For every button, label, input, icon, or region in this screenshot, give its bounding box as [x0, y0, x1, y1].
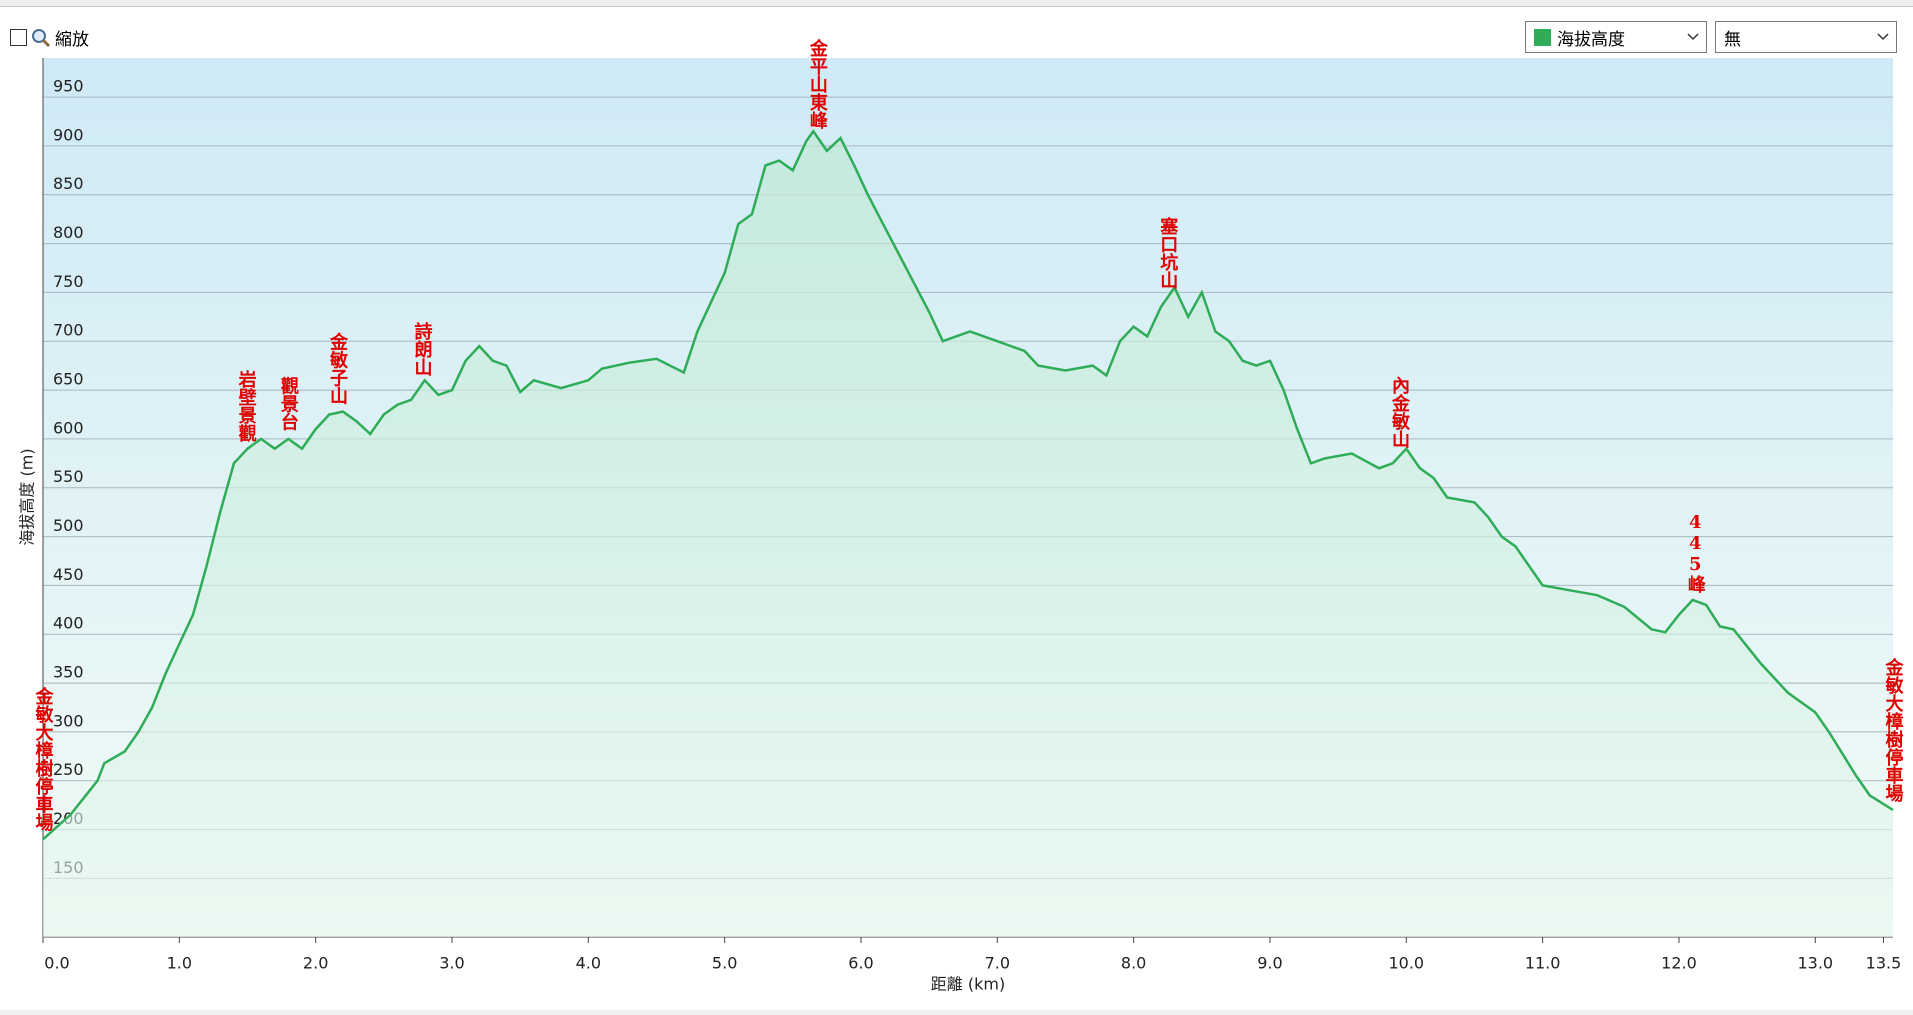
- y-axis-title: 海拔高度 (m): [18, 448, 37, 545]
- annotation: 金敏子山: [327, 332, 349, 406]
- magnifier-icon: [32, 28, 51, 47]
- x-tick-label: 6.0: [848, 954, 873, 973]
- x-tick-label: 8.0: [1121, 954, 1146, 973]
- x-tick-label: 4.0: [576, 954, 601, 973]
- y-tick-label: 350: [53, 663, 84, 682]
- annotation: 塞口坑山: [1157, 216, 1178, 290]
- annotation: 詩朗山: [411, 321, 432, 377]
- annotation: 岩壁景觀: [236, 369, 258, 443]
- y-tick-label: 550: [53, 467, 84, 486]
- y-tick-label: 900: [53, 125, 84, 144]
- annotation: 觀景台: [278, 377, 299, 432]
- x-tick-label: 7.0: [985, 954, 1010, 973]
- annotation: 金平山東峰: [807, 38, 829, 130]
- annotation: 金敏大樟樹停車場: [33, 686, 55, 832]
- zoom-toggle[interactable]: 縮放: [10, 25, 89, 50]
- y-tick-label: 600: [53, 418, 84, 437]
- checkbox[interactable]: [10, 29, 27, 46]
- x-tick-label: 13.0: [1797, 954, 1833, 973]
- series-swatch: [1534, 28, 1551, 46]
- annotation: 445峰: [1685, 512, 1706, 594]
- x-tick-label: 10.0: [1388, 954, 1424, 973]
- line: [42, 129, 1894, 841]
- x-axis-title: 距離 (km): [931, 975, 1005, 994]
- dropdown-arrow: [1687, 33, 1699, 41]
- annotation: 內金敏山: [1389, 376, 1411, 449]
- y-tick-label: 300: [53, 711, 84, 730]
- y-tick-label: 950: [53, 77, 84, 96]
- y-tick-label: 800: [53, 223, 84, 242]
- annotation: 金敏大樟樹停車場: [1883, 657, 1905, 803]
- x-tick-label: 12.0: [1661, 954, 1697, 973]
- overlay-select[interactable]: 無: [1715, 21, 1897, 53]
- x-tick-label: 5.0: [712, 954, 737, 973]
- series-name: 海拔高度: [1557, 29, 1625, 50]
- series-select[interactable]: 海拔高度: [1525, 21, 1707, 53]
- chart: 海拔高度 (m) 距離 (km) 15020025030035040045050…: [18, 38, 1905, 994]
- y-tick-label: 700: [53, 321, 84, 340]
- y-tick-label: 400: [53, 614, 84, 633]
- x-tick-label: 0.0: [44, 954, 69, 973]
- x-tick-label: 3.0: [439, 954, 464, 973]
- x-tick-label: 13.5: [1866, 954, 1902, 973]
- zoom-label: 縮放: [55, 30, 89, 50]
- y-tick-label: 500: [53, 516, 84, 535]
- x-tick-label: 1.0: [167, 954, 192, 973]
- y-tick-label: 750: [53, 272, 84, 291]
- y-tick-label: 250: [53, 760, 84, 779]
- x-tick-label: 11.0: [1525, 954, 1561, 973]
- panel: 縮放 海拔高度 無 海拔高度 (m) 距離 (km) 1502002503003…: [0, 6, 1913, 1010]
- x-tick-label: 9.0: [1257, 954, 1282, 973]
- y-tick-label: 650: [53, 370, 84, 389]
- x-tick-label: 2.0: [303, 954, 328, 973]
- dropdown-arrow: [1877, 33, 1889, 41]
- y-tick-label: 450: [53, 565, 84, 584]
- area: [43, 131, 1893, 938]
- overlay-name: 無: [1724, 29, 1741, 50]
- y-tick-label: 850: [53, 174, 84, 193]
